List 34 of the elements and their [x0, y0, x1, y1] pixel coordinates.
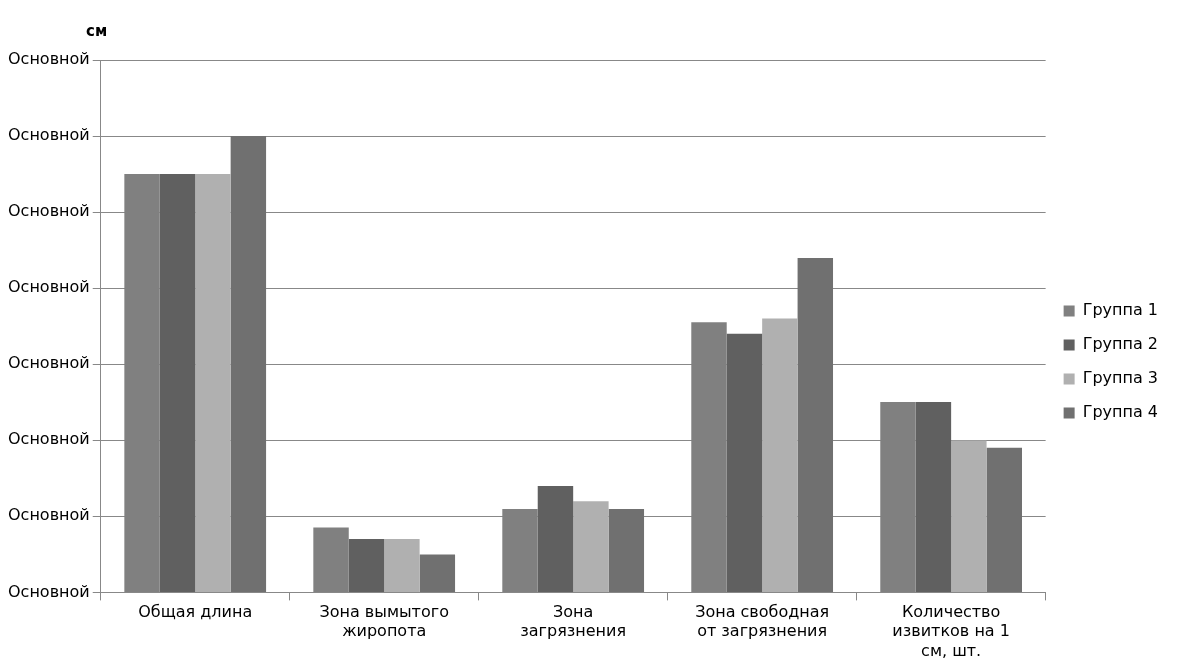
bar: [915, 402, 952, 592]
x-tick-label: Зона свободная от загрязнения: [695, 602, 830, 641]
text: Основной: [8, 505, 90, 525]
bar: [537, 486, 574, 592]
bar: [419, 554, 456, 592]
text: Основной: [8, 429, 90, 449]
text: см: [86, 22, 108, 40]
bar: [797, 257, 834, 592]
bar: [384, 539, 420, 592]
bar: [762, 318, 798, 592]
legend-label: Группа 3: [1082, 368, 1158, 388]
legend-label: Группа 2: [1082, 334, 1158, 354]
bar: [159, 173, 196, 592]
text: Основной: [8, 581, 90, 601]
x-tick-label: Общая длина: [138, 602, 253, 622]
x-tick-label: Зона загрязнения: [520, 602, 627, 641]
legend-label: Группа 4: [1082, 402, 1158, 422]
bar: [573, 501, 609, 592]
bar: [986, 447, 1022, 592]
text: Основной: [8, 125, 90, 145]
text: Основной: [8, 49, 90, 69]
bar: [726, 333, 763, 592]
legend-label: Группа 1: [1082, 300, 1158, 320]
bar: [951, 440, 987, 592]
bar: [608, 508, 645, 592]
text: Основной: [8, 353, 90, 373]
bar: [348, 539, 385, 592]
bar: [195, 173, 231, 592]
text: Основной: [8, 277, 90, 297]
x-tick-label: Количество извитков на 1 см, шт.: [892, 602, 1010, 660]
text: Основной: [8, 201, 90, 221]
x-tick-label: Зона вымытого жиропота: [319, 602, 449, 641]
bar: [230, 136, 267, 592]
bar: [313, 527, 349, 592]
